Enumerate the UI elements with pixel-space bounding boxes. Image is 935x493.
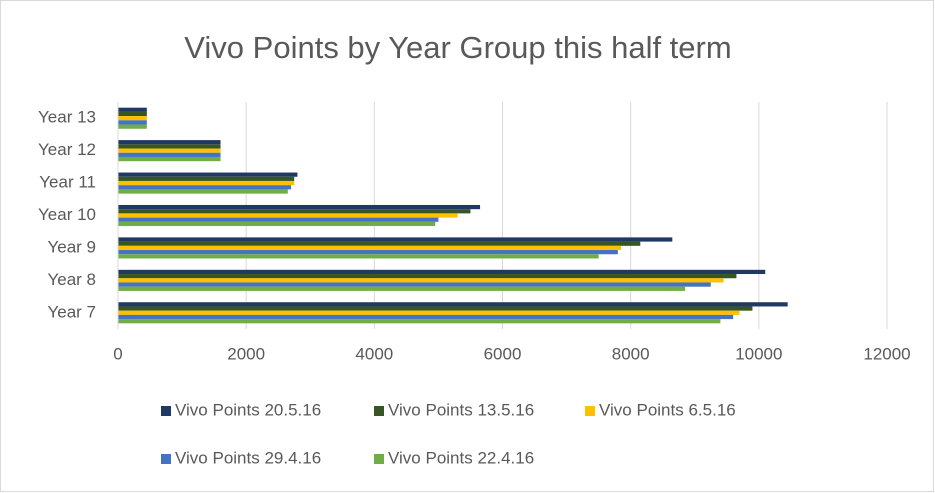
bar: [118, 237, 673, 242]
x-tick-label: 12000: [863, 344, 910, 363]
legend-swatch: [374, 406, 384, 416]
bar: [118, 140, 221, 145]
bar: [118, 319, 721, 324]
bar: [118, 274, 737, 279]
chart-title: Vivo Points by Year Group this half term: [184, 30, 731, 65]
bar: [118, 209, 471, 214]
bar: [118, 152, 221, 157]
bar: [118, 221, 436, 227]
x-tick-label: 0: [113, 344, 122, 363]
bar: [118, 245, 622, 251]
bar: [118, 302, 788, 307]
legend-swatch: [161, 406, 171, 416]
bar: [118, 217, 439, 222]
bar: [118, 310, 740, 315]
x-tick-label: 2000: [227, 344, 265, 363]
legend-label: Vivo Points 22.4.16: [388, 448, 534, 467]
legend-label: Vivo Points 20.5.16: [175, 400, 321, 419]
bar: [118, 156, 221, 162]
bar: [118, 286, 686, 291]
bar: [118, 116, 147, 121]
bar: [118, 144, 221, 149]
x-tick-label: 4000: [355, 344, 393, 363]
bar: [118, 204, 481, 210]
y-tick-label: Year 8: [47, 270, 96, 289]
bar: [118, 111, 147, 117]
bar: [118, 282, 711, 287]
x-tick-label: 8000: [612, 344, 650, 363]
bar: [118, 185, 292, 190]
bar: [118, 189, 288, 194]
bar: [118, 148, 221, 153]
legend-label: Vivo Points 6.5.16: [599, 400, 736, 419]
legend-swatch: [161, 454, 171, 464]
bar: [118, 213, 458, 218]
bar: [118, 241, 641, 246]
x-tick-label: 6000: [484, 344, 522, 363]
bar: [118, 180, 295, 186]
bar: [118, 314, 734, 320]
legend-swatch: [374, 454, 384, 464]
x-tick-label: 10000: [735, 344, 782, 363]
y-tick-label: Year 13: [38, 108, 96, 127]
legend-label: Vivo Points 13.5.16: [388, 400, 534, 419]
y-tick-label: Year 10: [38, 205, 96, 224]
bar: [118, 107, 147, 112]
bar: [118, 250, 618, 255]
bar: [118, 306, 753, 311]
y-tick-label: Year 7: [47, 302, 96, 321]
bar: [118, 269, 766, 275]
bar: [118, 124, 147, 129]
y-tick-label: Year 9: [47, 237, 96, 256]
y-tick-label: Year 11: [39, 173, 96, 192]
bar: [118, 172, 298, 177]
bar: [118, 120, 147, 125]
bar: [118, 278, 724, 283]
bar: [118, 254, 599, 259]
bar: [118, 176, 295, 181]
legend-swatch: [585, 406, 595, 416]
legend-label: Vivo Points 29.4.16: [175, 448, 321, 467]
y-tick-label: Year 12: [38, 140, 96, 159]
